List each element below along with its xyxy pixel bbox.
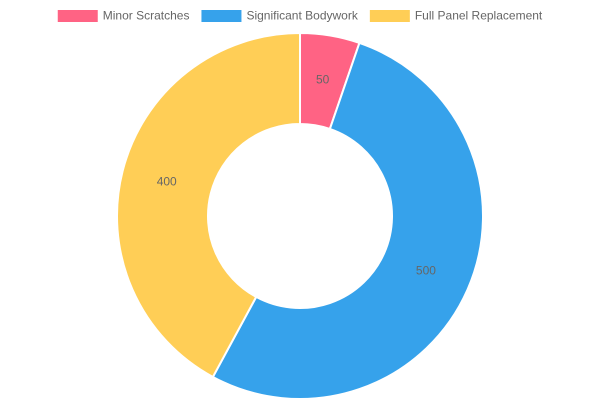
legend-swatch <box>201 10 242 22</box>
legend-swatch <box>57 10 98 22</box>
value-label: 500 <box>416 263 436 277</box>
legend: Minor Scratches Significant Bodywork Full … <box>57 9 543 23</box>
legend-swatch <box>369 10 410 22</box>
legend-label: Significant Bodywork <box>246 9 358 23</box>
legend-label: Full Panel Replacement <box>415 9 543 23</box>
slice <box>116 31 301 379</box>
value-label: 50 <box>316 73 330 87</box>
value-label: 400 <box>157 174 177 188</box>
slice <box>211 41 484 400</box>
legend-label: Minor Scratches <box>103 9 190 23</box>
